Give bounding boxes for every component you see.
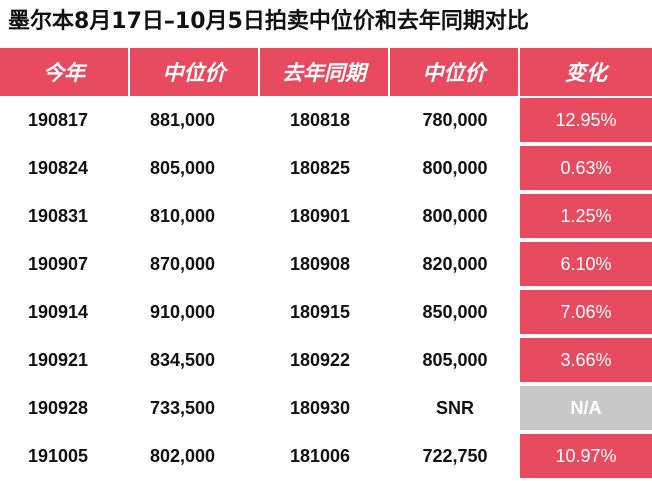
cell-last-median: 805,000 (422, 349, 488, 370)
cell-change: 6.10% (520, 240, 652, 288)
cell-last-median: 800,000 (422, 205, 488, 226)
cell-this-year: 190928 (28, 397, 89, 418)
cell-median: 870,000 (150, 253, 216, 274)
cell-change: 10.97% (520, 432, 652, 480)
cell-change: 3.66% (520, 336, 652, 384)
cell-change: 7.06% (520, 288, 652, 336)
cell-this-year: 190914 (28, 301, 89, 322)
cell-change: 12.95% (520, 96, 652, 144)
table-row: 190817 881,000 180818 780,000 12.95% (0, 96, 652, 144)
cell-median: 805,000 (150, 157, 216, 178)
table-row: 190928 733,500 180930 SNR N/A (0, 384, 652, 432)
cell-last-year: 180930 (290, 397, 351, 418)
header-change: 变化 (520, 48, 652, 96)
cell-last-year: 180915 (290, 301, 351, 322)
cell-last-median: 850,000 (422, 301, 488, 322)
table-header-row: 今年 中位价 去年同期 中位价 变化 (0, 48, 652, 96)
cell-change: N/A (520, 384, 652, 432)
table-row: 190921 834,500 180922 805,000 3.66% (0, 336, 652, 384)
cell-last-median: 800,000 (422, 157, 488, 178)
cell-this-year: 191005 (28, 445, 89, 466)
table-row: 190907 870,000 180908 820,000 6.10% (0, 240, 652, 288)
cell-median: 834,500 (150, 349, 216, 370)
cell-this-year: 190921 (28, 349, 89, 370)
cell-median: 881,000 (150, 109, 216, 130)
table-body: 190817 881,000 180818 780,000 12.95% 190824 80… (0, 96, 652, 480)
cell-last-year: 181006 (290, 445, 351, 466)
cell-change: 1.25% (520, 192, 652, 240)
cell-last-year: 180901 (290, 205, 351, 226)
table-row: 190914 910,000 180915 850,000 7.06% (0, 288, 652, 336)
cell-this-year: 190817 (28, 109, 89, 130)
table-row: 191005 802,000 181006 722,750 10.97% (0, 432, 652, 480)
table-row: 190824 805,000 180825 800,000 0.63% (0, 144, 652, 192)
header-last-median: 中位价 (390, 48, 520, 96)
cell-last-year: 180818 (290, 109, 351, 130)
cell-last-median: 780,000 (422, 109, 488, 130)
cell-last-year: 180908 (290, 253, 351, 274)
price-table: 今年 中位价 去年同期 中位价 变化 190817 881,000 180818 78… (0, 48, 652, 480)
header-this-year: 今年 (0, 48, 130, 96)
table-row: 190831 810,000 180901 800,000 1.25% (0, 192, 652, 240)
cell-change: 0.63% (520, 144, 652, 192)
cell-median: 810,000 (150, 205, 216, 226)
cell-median: 910,000 (150, 301, 216, 322)
cell-last-median: 722,750 (422, 445, 488, 466)
header-last-year: 去年同期 (260, 48, 390, 96)
cell-last-median: SNR (435, 397, 474, 418)
cell-last-year: 180922 (290, 349, 351, 370)
cell-median: 733,500 (150, 397, 216, 418)
cell-last-median: 820,000 (422, 253, 488, 274)
cell-median: 802,000 (150, 445, 216, 466)
cell-this-year: 190831 (28, 205, 89, 226)
cell-this-year: 190907 (28, 253, 89, 274)
cell-last-year: 180825 (290, 157, 351, 178)
header-median: 中位价 (130, 48, 260, 96)
page-title: 墨尔本8月17日–10月5日拍卖中位价和去年同期对比 (8, 9, 529, 34)
cell-this-year: 190824 (28, 157, 89, 178)
